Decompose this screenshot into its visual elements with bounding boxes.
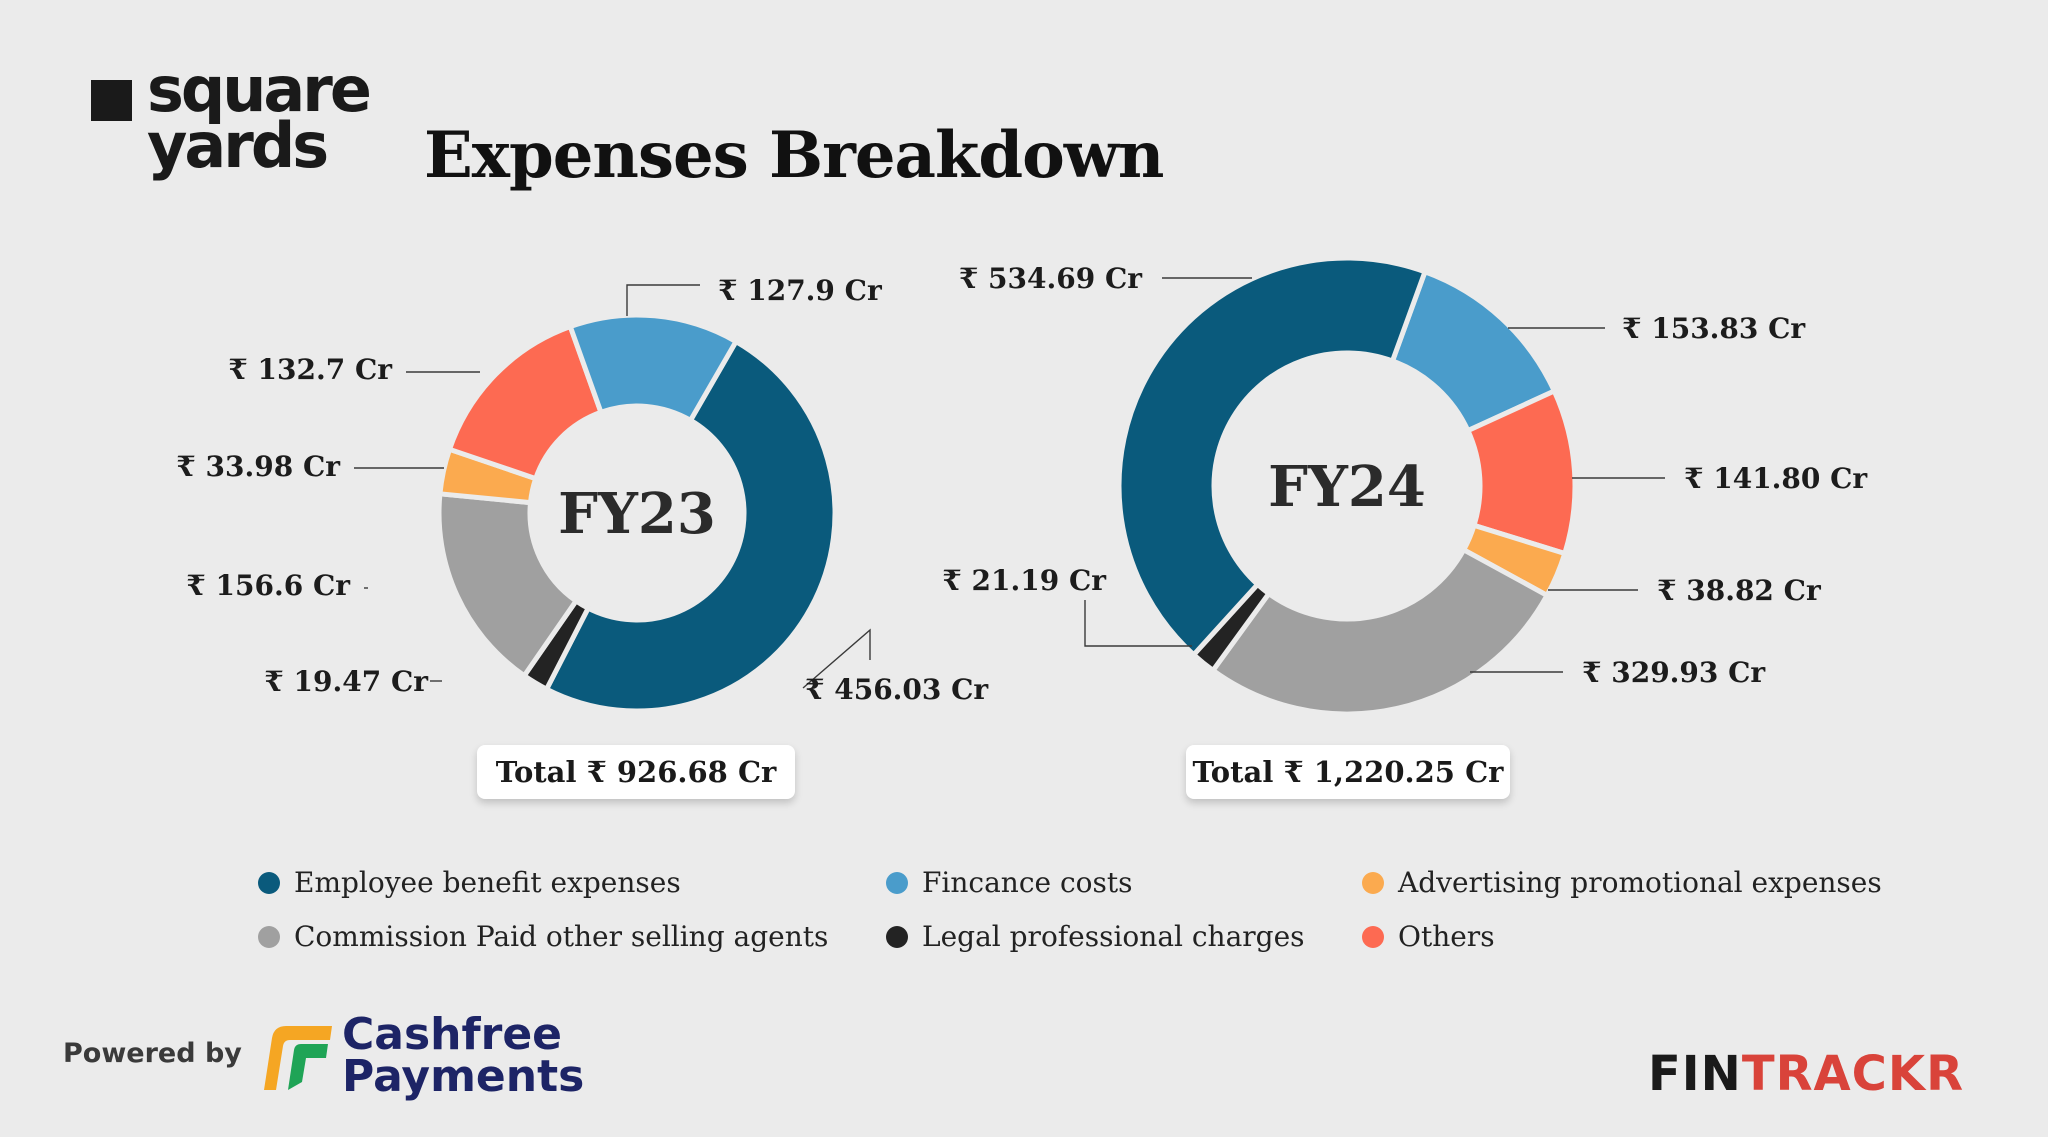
legend-swatch [258,871,280,894]
legend-swatch [886,925,908,948]
fintrackr-logo-part2: TRACKR [1741,1046,1965,1102]
square-yards-logo-mark [91,80,132,121]
chart-legend: Employee benefit expenses Fincance costs A… [258,866,1898,976]
legend-label: Fincance costs [922,866,1133,899]
legend-item-commission: Commission Paid other selling agents [258,920,828,953]
cashfree-line-1: Cashfree [342,1009,563,1060]
data-label-others: ₹ 132.7 Cr [228,353,393,386]
legend-swatch [1362,871,1384,894]
legend-item-others: Others [1362,920,1495,953]
donut-slice-commission [1209,546,1551,717]
fy23-total-box: Total ₹ 926.68 Cr [477,745,795,799]
leader-line [802,628,871,689]
legend-swatch [258,925,280,948]
data-label-finance: ₹ 127.9 Cr [718,274,883,307]
data-label-employee: ₹ 534.69 Cr [959,262,1143,295]
powered-by-label: Powered by [63,1038,242,1069]
legend-item-employee: Employee benefit expenses [258,866,681,899]
fy23-donut: FY23 ₹ 456.03 Cr ₹ 19.47 Cr ₹ 156.6 Cr ₹ 33.… [176,274,989,714]
leader-line [1084,600,1192,647]
legend-label: Employee benefit expenses [294,866,681,899]
logo-line-1: square [147,53,372,126]
donut-slice-finance [567,312,740,424]
data-label-employee: ₹ 456.03 Cr [805,673,989,706]
data-label-legal: ₹ 21.19 Cr [942,564,1107,597]
leader-line [626,284,700,316]
cashfree-logo-icon [264,1026,332,1090]
donut-slice-employee [1116,255,1429,659]
legend-label: Legal professional charges [922,920,1305,953]
legend-label: Advertising promotional expenses [1398,866,1882,899]
data-label-commission: ₹ 329.93 Cr [1582,656,1766,689]
data-label-advertising: ₹ 38.82 Cr [1657,574,1822,607]
cashfree-line-2: Payments [342,1051,585,1102]
donut-slice-employee [543,338,838,714]
data-label-advertising: ₹ 33.98 Cr [176,450,341,483]
data-label-finance: ₹ 153.83 Cr [1622,312,1806,345]
legend-swatch [1362,925,1384,948]
fy23-center-label: FY23 [558,481,716,547]
data-label-others: ₹ 141.80 Cr [1684,462,1868,495]
legend-item-finance: Fincance costs [886,866,1133,899]
fintrackr-logo-part1: FIN [1648,1046,1742,1102]
square-yards-logo: square yards [147,53,372,182]
legend-item-legal: Legal professional charges [886,920,1305,953]
fy24-total-label: Total ₹ 1,220.25 Cr [1192,755,1504,789]
legend-item-advertising: Advertising promotional expenses [1362,866,1882,899]
data-label-legal: ₹ 19.47 Cr [264,665,429,698]
legend-label: Commission Paid other selling agents [294,920,829,953]
fy23-total-label: Total ₹ 926.68 Cr [495,755,777,789]
fy24-total-box: Total ₹ 1,220.25 Cr [1186,745,1510,799]
fy24-center-label: FY24 [1268,454,1426,520]
cashfree-logo-text: Cashfree Payments [342,1009,585,1102]
legend-label: Others [1398,920,1495,953]
fy24-donut: FY24 ₹ 153.83 Cr ₹ 141.80 Cr ₹ 38.82 Cr ₹ 32… [942,255,1868,717]
fintrackr-logo: FINTRACKR [1648,1046,1964,1102]
data-label-commission: ₹ 156.6 Cr [186,569,351,602]
logo-line-2: yards [147,109,329,182]
legend-swatch [886,871,908,894]
page-title: Expenses Breakdown [424,118,1164,193]
